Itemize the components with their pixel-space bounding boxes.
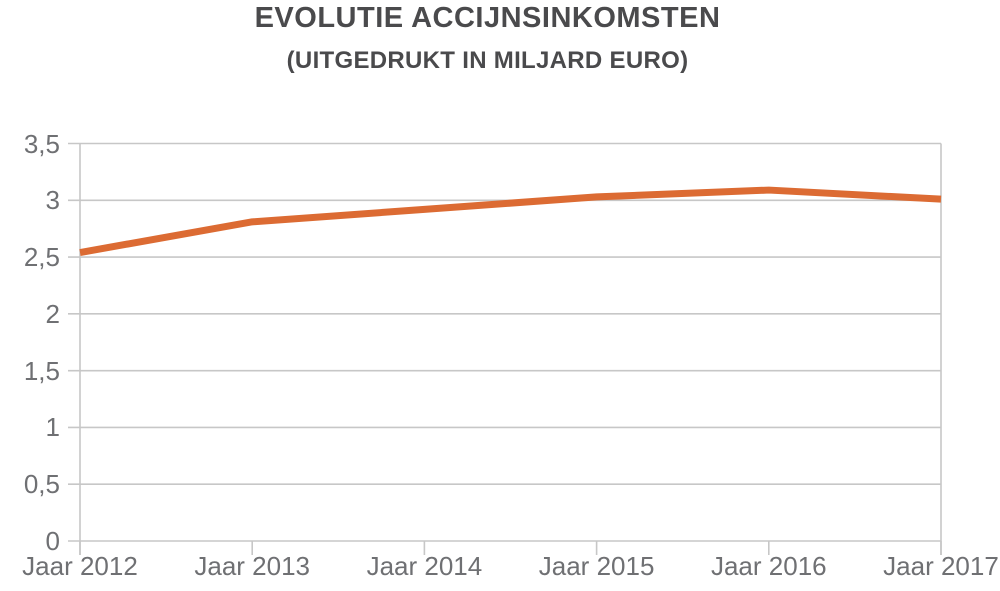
x-tick-label: Jaar 2013 xyxy=(194,551,311,581)
chart-title: EVOLUTIE ACCIJNSINKOMSTEN xyxy=(254,2,721,34)
x-tick-label: Jaar 2017 xyxy=(883,551,999,581)
chart-subtitle: (UITGEDRUKT IN MILJARD EURO) xyxy=(286,47,689,74)
x-tick-label: Jaar 2016 xyxy=(710,551,827,581)
y-tick-label: 2,5 xyxy=(23,242,60,273)
x-tick-label: Jaar 2015 xyxy=(538,551,655,581)
y-tick-label: 2 xyxy=(45,298,60,329)
y-tick-label: 1 xyxy=(45,412,60,443)
y-tick-label: 1,5 xyxy=(23,355,60,386)
y-tick-label: 0,5 xyxy=(23,469,60,500)
y-tick-label: 0 xyxy=(45,526,60,556)
x-tick-label: Jaar 2014 xyxy=(366,551,483,581)
x-tick-label: Jaar 2012 xyxy=(22,551,138,581)
y-tick-label: 3,5 xyxy=(23,128,60,159)
y-tick-label: 3 xyxy=(45,185,60,216)
